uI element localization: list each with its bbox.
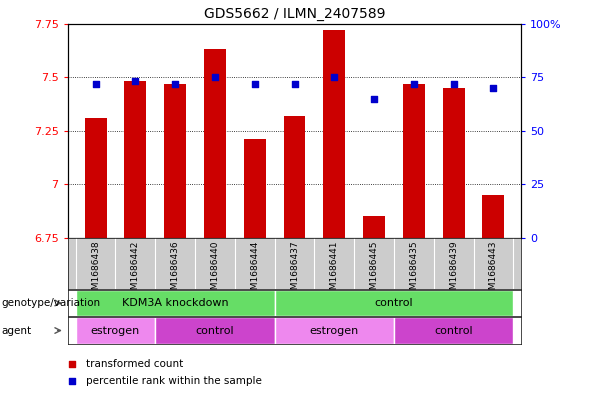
Bar [76, 290, 274, 316]
Bar [482, 195, 504, 238]
Point [290, 81, 299, 87]
Bar [323, 30, 345, 238]
Point [489, 84, 498, 91]
Text: GSM1686435: GSM1686435 [409, 240, 418, 301]
Bar [283, 116, 306, 238]
Text: GSM1686440: GSM1686440 [210, 240, 220, 301]
Point [250, 81, 259, 87]
Bar [363, 216, 385, 238]
Point [131, 78, 140, 84]
Bar [274, 317, 394, 344]
Bar [204, 49, 226, 238]
Bar [124, 81, 146, 238]
Text: GSM1686439: GSM1686439 [449, 240, 458, 301]
Bar [155, 317, 274, 344]
Point [409, 81, 419, 87]
Text: GSM1686442: GSM1686442 [131, 240, 140, 301]
Text: percentile rank within the sample: percentile rank within the sample [86, 376, 262, 386]
Title: GDS5662 / ILMN_2407589: GDS5662 / ILMN_2407589 [204, 7, 385, 21]
Point [449, 81, 458, 87]
Text: genotype/variation: genotype/variation [1, 298, 100, 308]
Bar [274, 290, 513, 316]
Bar [164, 84, 186, 238]
Point [331, 134, 340, 140]
Text: agent: agent [1, 325, 31, 336]
Text: estrogen: estrogen [310, 325, 359, 336]
Bar [443, 88, 465, 238]
Text: KDM3A knockdown: KDM3A knockdown [122, 298, 229, 308]
Text: GSM1686444: GSM1686444 [250, 240, 259, 301]
Point [91, 81, 100, 87]
Text: GSM1686438: GSM1686438 [91, 240, 100, 301]
Text: control: control [196, 325, 234, 336]
Text: control: control [375, 298, 413, 308]
Bar [76, 317, 155, 344]
Text: GSM1686437: GSM1686437 [290, 240, 299, 301]
Text: GSM1686441: GSM1686441 [330, 240, 339, 301]
Point [330, 74, 339, 80]
Text: estrogen: estrogen [91, 325, 140, 336]
Point [170, 81, 180, 87]
Text: GSM1686443: GSM1686443 [489, 240, 498, 301]
Point [210, 74, 220, 80]
Bar [85, 118, 107, 238]
Text: GSM1686445: GSM1686445 [369, 240, 379, 301]
Text: transformed count: transformed count [86, 358, 183, 369]
Text: GSM1686436: GSM1686436 [171, 240, 180, 301]
Bar [394, 317, 513, 344]
Point [331, 295, 340, 301]
Point [369, 95, 379, 102]
Bar [403, 84, 425, 238]
Bar [244, 139, 266, 238]
Text: control: control [434, 325, 473, 336]
